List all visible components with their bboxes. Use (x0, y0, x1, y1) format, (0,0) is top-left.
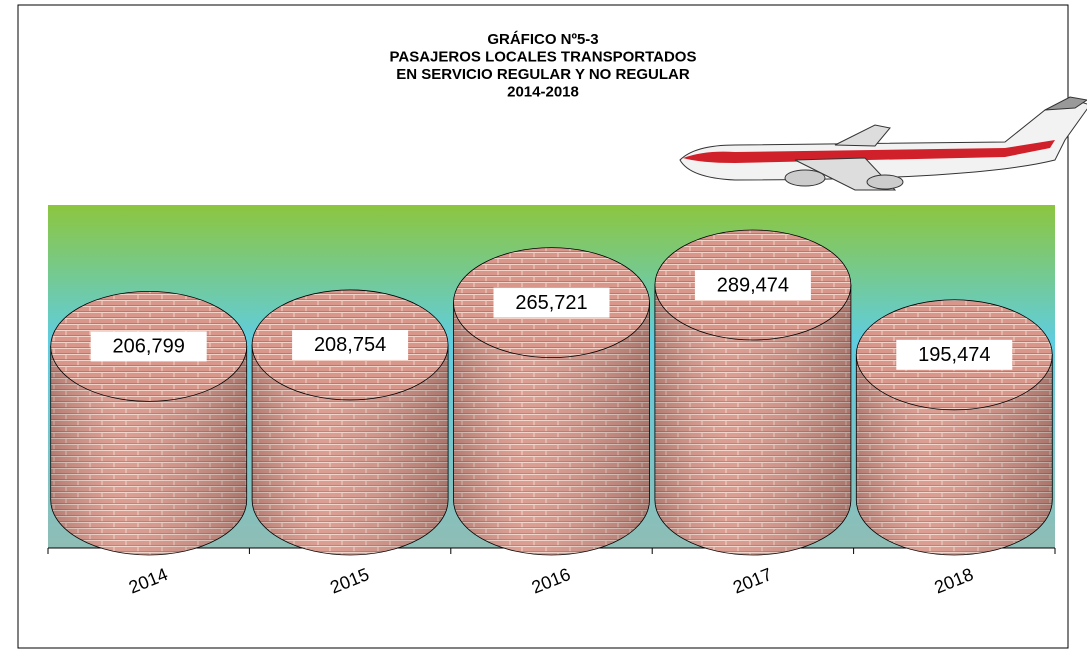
value-label-box (90, 331, 207, 362)
chart-title: 2014-2018 (507, 83, 579, 100)
chart-title: EN SERVICIO REGULAR Y NO REGULAR (396, 66, 690, 83)
value-label: 195,474 (918, 344, 990, 366)
cylinder-shade (654, 285, 851, 555)
airplane (679, 96, 1087, 191)
value-label: 265,721 (515, 292, 587, 314)
value-label: 289,474 (717, 274, 789, 296)
cylinder (855, 299, 1053, 556)
value-label-box (896, 339, 1013, 370)
value-label-box (694, 270, 811, 300)
value-label-box (292, 329, 409, 360)
cylinder-shade (856, 354, 1053, 555)
cylinder-shade (50, 346, 247, 555)
value-label: 208,754 (314, 334, 386, 356)
chart-title: GRÁFICO Nº5-3 (487, 31, 598, 48)
value-label-box (493, 287, 610, 318)
value-label: 206,799 (113, 336, 185, 358)
cylinder (50, 291, 248, 556)
cylinder-shade (453, 302, 650, 555)
chart-title: PASAJEROS LOCALES TRANSPORTADOS (390, 48, 697, 65)
cylinder-shade (252, 344, 449, 555)
cylinder (251, 289, 449, 556)
